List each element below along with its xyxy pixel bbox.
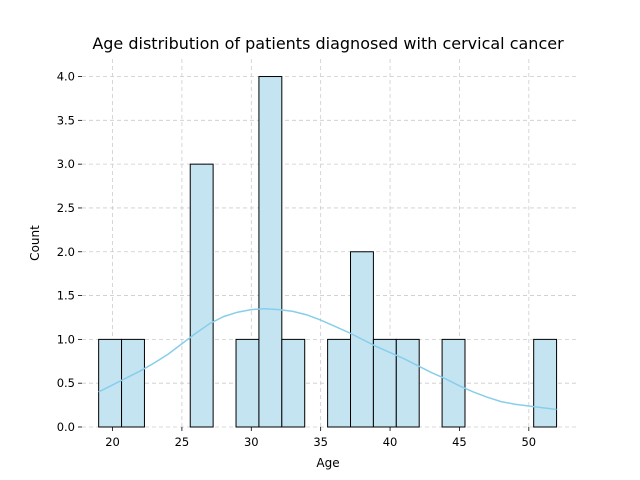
x-tick-label: 50 <box>521 435 536 449</box>
y-tick-label: 4.0 <box>57 70 75 84</box>
y-tick-label: 2.5 <box>57 201 75 215</box>
chart-title: Age distribution of patients diagnosed w… <box>92 34 564 53</box>
y-tick-label: 3.5 <box>57 113 75 127</box>
x-tick-label: 20 <box>105 435 120 449</box>
x-tick-label: 45 <box>452 435 467 449</box>
y-axis-label: Count <box>28 225 42 261</box>
histogram-bar <box>281 338 306 428</box>
histogram-bar <box>372 338 397 428</box>
x-axis-label: Age <box>316 456 339 470</box>
ticks-layer: 20 25 30 35 40 45 50 0.0 0.5 1.0 1.5 2.0 2.5 3.0 3.5 4.… <box>57 70 536 449</box>
y-tick-label: 0.5 <box>57 376 75 390</box>
kde-curve <box>98 307 557 411</box>
histogram-bar <box>258 76 283 428</box>
x-tick-label: 30 <box>244 435 259 449</box>
histogram-bar <box>533 338 558 428</box>
bars-layer <box>98 76 558 428</box>
y-tick-label: 2.0 <box>57 245 75 259</box>
histogram-bar <box>327 338 352 428</box>
x-tick-label: 40 <box>383 435 398 449</box>
histogram-bar <box>121 338 145 428</box>
histogram-bar <box>98 338 123 428</box>
kde-layer <box>98 307 557 411</box>
x-tick-label: 25 <box>175 435 190 449</box>
y-tick-label: 0.0 <box>57 420 75 434</box>
x-tick-label: 35 <box>313 435 328 449</box>
histogram-bar <box>395 338 420 428</box>
y-tick-label: 1.5 <box>57 289 75 303</box>
y-tick-label: 3.0 <box>57 157 75 171</box>
y-tick-label: 1.0 <box>57 332 75 346</box>
histogram-bar <box>189 163 214 428</box>
histogram-bar <box>235 338 260 428</box>
